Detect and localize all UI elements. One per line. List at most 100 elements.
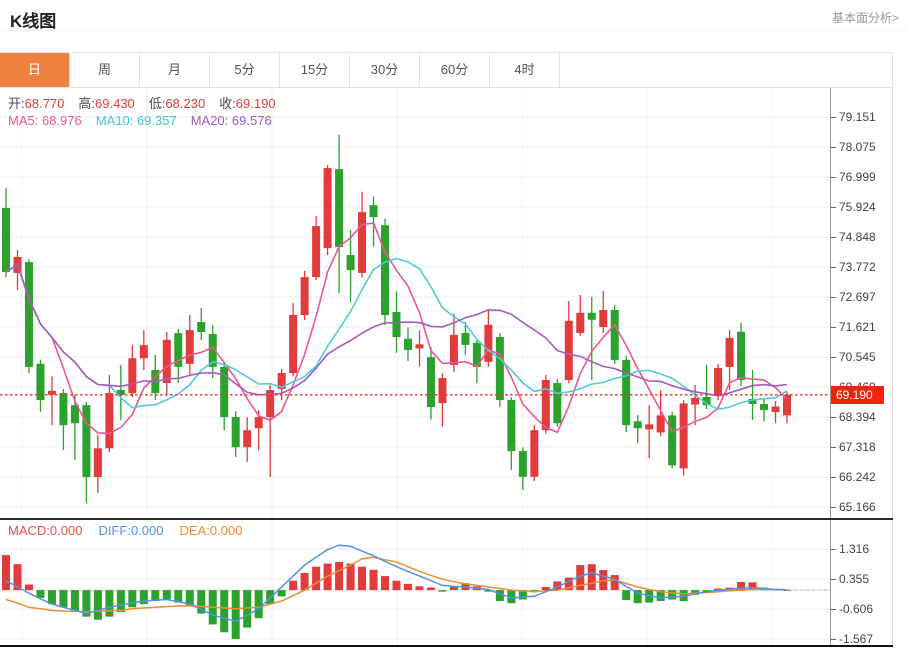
macd-bar — [392, 580, 401, 591]
candle-body — [748, 398, 757, 404]
macd-bar — [82, 590, 91, 617]
panel-divider — [0, 518, 893, 520]
macd-bar — [36, 590, 45, 598]
candle-body — [392, 311, 401, 338]
macd-bar — [587, 564, 596, 591]
macd-bars — [2, 555, 791, 640]
candle-body — [679, 403, 688, 469]
macd-svg — [0, 520, 830, 647]
macd-axis: 1.316 0.355 -0.606 -1.567 — [830, 520, 893, 647]
open-label: 开: — [8, 96, 25, 111]
ma20-value: MA20: 69.576 — [190, 113, 272, 128]
candle-body — [358, 212, 367, 273]
macd-bar — [174, 590, 183, 603]
open-value: 68.770 — [24, 96, 65, 111]
macd-bar — [300, 572, 309, 591]
macd-bar — [610, 575, 619, 591]
price-tick: 79.151 — [831, 110, 894, 124]
candle-body — [162, 339, 171, 384]
price-tick: 74.848 — [831, 230, 894, 244]
tab-week[interactable]: 周 — [70, 53, 140, 87]
chart-bottom-border — [0, 645, 893, 647]
macd-bar — [139, 590, 148, 605]
candle-body — [461, 332, 470, 345]
macd-bar — [748, 582, 757, 591]
tab-m60[interactable]: 60分 — [420, 53, 490, 87]
fundamental-analysis-link[interactable]: 基本面分析> — [831, 11, 899, 25]
candle-body — [645, 424, 654, 430]
candle-body — [335, 169, 344, 247]
candle-body — [484, 324, 493, 362]
macd-bar — [277, 590, 286, 597]
price-tick: 68.394 — [831, 410, 894, 424]
candle-body — [369, 205, 378, 218]
candle-body — [714, 368, 723, 396]
candle-body — [737, 331, 746, 381]
price-tick: 73.772 — [831, 260, 894, 274]
macd-bar — [576, 565, 585, 591]
macd-bar — [484, 590, 493, 592]
macd-bar — [93, 590, 102, 620]
macd-bar — [381, 576, 390, 591]
macd-bar — [518, 590, 527, 600]
macd-bar — [2, 555, 10, 591]
candle-body — [507, 400, 516, 452]
price-tick: 71.621 — [831, 320, 894, 334]
macd-bar — [220, 590, 229, 633]
candle-body — [312, 226, 321, 278]
diff-value: DIFF:0.000 — [98, 523, 164, 538]
price-tick: 72.697 — [831, 290, 894, 304]
candle-body — [2, 207, 10, 273]
candle-body — [70, 405, 79, 424]
main-chart[interactable]: 开:68.770 高:69.430 低:68.230 收:69.190 MA5: 68… — [0, 88, 830, 518]
macd-bar — [541, 586, 550, 591]
candle-body — [197, 321, 206, 333]
dea-value: DEA:0.000 — [179, 523, 243, 538]
tab-month[interactable]: 月 — [140, 53, 210, 87]
close-label: 收: — [219, 96, 236, 111]
tab-day[interactable]: 日 — [0, 53, 70, 87]
ohlc-readout: 开:68.770 高:69.430 低:68.230 收:69.190 — [8, 93, 290, 112]
candle-body — [541, 380, 550, 431]
macd-bar — [358, 566, 367, 591]
candle-body — [346, 255, 355, 271]
macd-value: MACD:0.000 — [8, 523, 83, 538]
macd-bar — [231, 590, 240, 640]
tab-m5[interactable]: 5分 — [210, 53, 280, 87]
candle-body — [47, 390, 56, 395]
low-label: 低: — [148, 96, 166, 111]
candle-body — [518, 451, 527, 477]
chart-container: 开:68.770 高:69.430 低:68.230 收:69.190 MA5: 68… — [0, 88, 893, 647]
macd-chart[interactable]: MACD:0.000 DIFF:0.000 DEA:0.000 — [0, 520, 830, 647]
candle-body — [633, 421, 642, 429]
macd-bar — [403, 583, 412, 591]
macd-bar — [622, 590, 631, 601]
macd-bar — [105, 590, 114, 617]
candle-body — [36, 363, 45, 401]
macd-bar — [185, 590, 194, 606]
high-value: 69.430 — [95, 96, 135, 111]
macd-bar — [564, 577, 573, 591]
candle-body — [174, 333, 183, 367]
candle-body — [277, 373, 286, 389]
candle-body — [656, 415, 665, 433]
tab-h4[interactable]: 4时 — [490, 53, 560, 87]
macd-bar — [128, 590, 137, 608]
tab-m30[interactable]: 30分 — [350, 53, 420, 87]
macd-bar — [438, 590, 447, 592]
tab-m15[interactable]: 15分 — [280, 53, 350, 87]
candle-body — [208, 333, 217, 367]
macd-bar — [783, 589, 791, 591]
ma10-value: MA10: 69.357 — [95, 113, 177, 128]
macd-bar — [162, 590, 171, 600]
candle-body — [449, 334, 458, 365]
macd-bar — [346, 563, 355, 591]
macd-bar — [335, 562, 344, 591]
candle-body — [185, 330, 194, 364]
candle-body — [725, 337, 734, 367]
macd-bar — [151, 590, 160, 602]
price-axis: 69.190 79.151 78.075 76.999 75.924 74.848 73.… — [830, 88, 893, 518]
candle-body — [116, 390, 125, 396]
macd-bar — [47, 590, 56, 605]
